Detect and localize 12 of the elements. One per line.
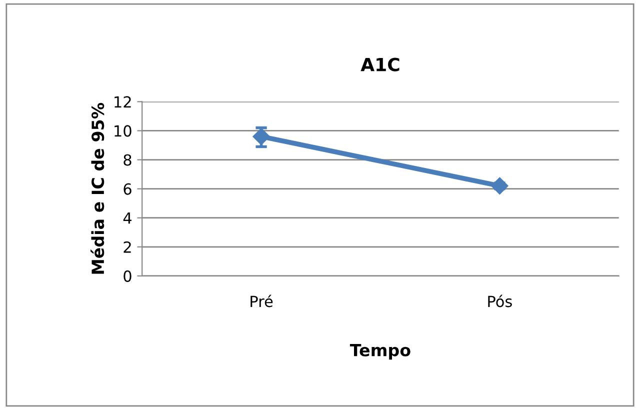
x-tick-label: Pós xyxy=(488,294,512,308)
y-tick-label: 8 xyxy=(124,154,132,166)
y-axis-title: Média e IC de 95% xyxy=(90,102,104,274)
x-tick-label: Pré xyxy=(250,294,273,308)
y-tick-label: 10 xyxy=(114,125,132,137)
y-tick-label: 6 xyxy=(124,183,132,195)
x-axis-title: Tempo xyxy=(350,344,410,360)
y-tick-label: 0 xyxy=(124,270,132,282)
y-tick-label: 2 xyxy=(124,241,131,253)
y-tick-label: 4 xyxy=(123,212,132,224)
chart-title: A1C xyxy=(360,58,400,72)
y-tick-label: 12 xyxy=(114,96,131,108)
